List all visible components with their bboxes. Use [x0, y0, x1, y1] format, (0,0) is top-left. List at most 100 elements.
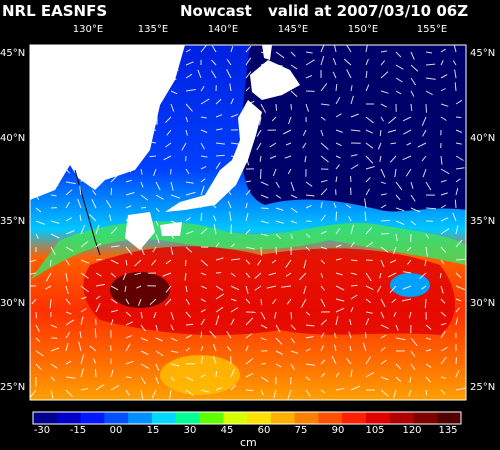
current-vector [134, 155, 142, 162]
current-vector [169, 389, 172, 399]
current-vector [35, 77, 44, 85]
colorbar-swatch [151, 412, 177, 424]
current-vector [110, 116, 118, 121]
current-vector [335, 164, 340, 170]
current-vector [95, 283, 105, 287]
current-vector [350, 176, 352, 183]
current-vector [365, 155, 374, 164]
current-vector [200, 346, 204, 352]
current-vector [290, 337, 296, 344]
colorbar-swatch [247, 412, 272, 424]
current-vector [395, 77, 403, 83]
current-vector [273, 389, 277, 399]
current-vector [140, 181, 144, 188]
current-vector [30, 155, 37, 162]
current-vector [95, 258, 103, 261]
current-vector [379, 272, 382, 279]
current-vector [425, 103, 427, 113]
current-vector [440, 322, 447, 326]
current-vector [125, 179, 132, 183]
current-vector [389, 285, 397, 294]
current-vector [335, 211, 337, 222]
current-vector [245, 71, 252, 79]
current-vector [260, 194, 269, 199]
current-vector [254, 272, 262, 279]
colorbar-swatch [104, 412, 129, 424]
current-vector [335, 285, 345, 291]
current-vector [50, 389, 54, 399]
current-vector [80, 99, 85, 105]
current-vector [65, 73, 70, 79]
current-vector [377, 142, 382, 150]
current-vector [440, 116, 447, 121]
current-vector [410, 103, 413, 111]
current-vector [125, 321, 133, 326]
current-vector [30, 142, 37, 148]
colorbar [32, 411, 462, 425]
current-vector [200, 212, 203, 222]
current-vector [410, 350, 416, 357]
current-vector [125, 103, 133, 108]
current-vector [422, 168, 427, 178]
current-vector [95, 95, 99, 105]
current-vector [185, 311, 192, 318]
current-vector [350, 284, 358, 287]
current-vector [380, 71, 389, 79]
current-vector [91, 198, 97, 209]
current-vector [284, 155, 292, 159]
current-vector [407, 259, 412, 265]
current-vector [455, 272, 462, 279]
current-vector [155, 77, 161, 83]
current-vector [200, 259, 209, 267]
current-vector [421, 116, 427, 126]
colorbar-swatch [56, 412, 82, 424]
current-vector [50, 64, 58, 68]
current-vector [50, 77, 57, 81]
current-vector [95, 127, 103, 131]
current-vector [260, 103, 267, 113]
current-vector [455, 370, 460, 378]
current-vector [455, 307, 460, 313]
current-vector [275, 220, 284, 224]
current-vector [80, 368, 84, 378]
current-vector [78, 45, 82, 53]
current-vector [110, 309, 119, 313]
current-vector [65, 389, 73, 398]
current-vector [79, 331, 82, 339]
current-vector [350, 369, 353, 378]
current-vector [77, 70, 82, 79]
current-vector [455, 167, 465, 170]
colorbar-swatch [389, 412, 414, 424]
current-vector [320, 372, 326, 378]
current-vector [260, 311, 266, 320]
current-vector [230, 285, 240, 291]
current-vector [110, 245, 120, 248]
current-vector [184, 272, 187, 281]
current-vector [125, 61, 132, 66]
current-vector [80, 296, 87, 300]
current-vector [305, 348, 311, 352]
current-vector [271, 259, 277, 264]
current-vector [350, 164, 359, 170]
current-vector [165, 142, 172, 148]
current-vector [125, 376, 132, 379]
current-vector [365, 285, 374, 291]
current-vector [410, 194, 416, 202]
current-vector [275, 64, 283, 67]
current-vector [185, 181, 194, 184]
current-vector [452, 212, 457, 222]
current-vector [305, 51, 313, 54]
current-vector [149, 298, 157, 305]
current-vector [95, 368, 97, 378]
current-vector [335, 372, 340, 378]
current-vector [50, 324, 58, 329]
current-vector [440, 60, 444, 66]
current-vector [365, 371, 375, 378]
current-vector [269, 142, 277, 148]
current-vector [334, 45, 337, 53]
current-vector [49, 155, 52, 162]
current-vector [440, 346, 448, 352]
colorbar-label-m15: -15 [69, 425, 87, 436]
current-vector [245, 212, 249, 222]
current-vector [440, 330, 446, 339]
